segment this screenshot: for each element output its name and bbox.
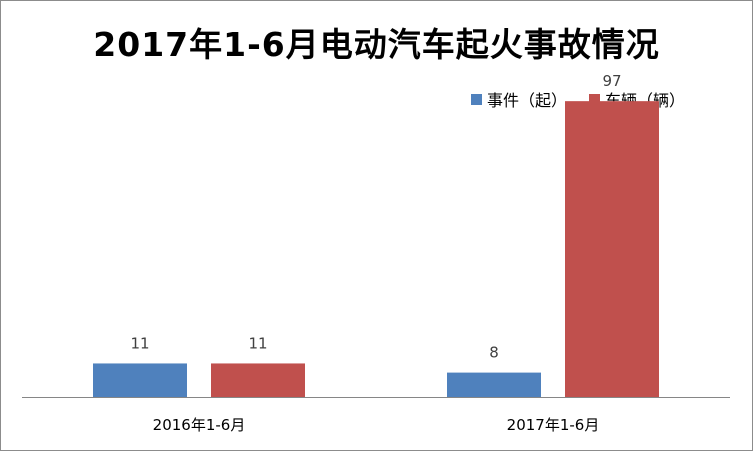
- data-label-vehicles-0: 11: [248, 334, 267, 352]
- x-tick-label-1: 2017年1-6月: [507, 416, 600, 434]
- x-tick-label-0: 2016年1-6月: [153, 416, 246, 434]
- bar-events-0: [93, 363, 187, 397]
- legend-swatch-events: [471, 93, 482, 105]
- bar-events-1: [447, 372, 541, 397]
- chart-title: 2017年1-6月电动汽车起火事故情况: [93, 25, 660, 64]
- legend-swatch-vehicles: [589, 93, 601, 105]
- legend-label-events: 事件（起）: [487, 91, 568, 110]
- data-label-events-0: 11: [130, 334, 149, 352]
- data-label-vehicles-1: 97: [602, 72, 621, 90]
- data-label-events-1: 8: [489, 344, 499, 362]
- bar-vehicles-1: [565, 101, 659, 398]
- bar-vehicles-0: [211, 363, 305, 397]
- legend-item-events: 事件（起）: [471, 87, 567, 111]
